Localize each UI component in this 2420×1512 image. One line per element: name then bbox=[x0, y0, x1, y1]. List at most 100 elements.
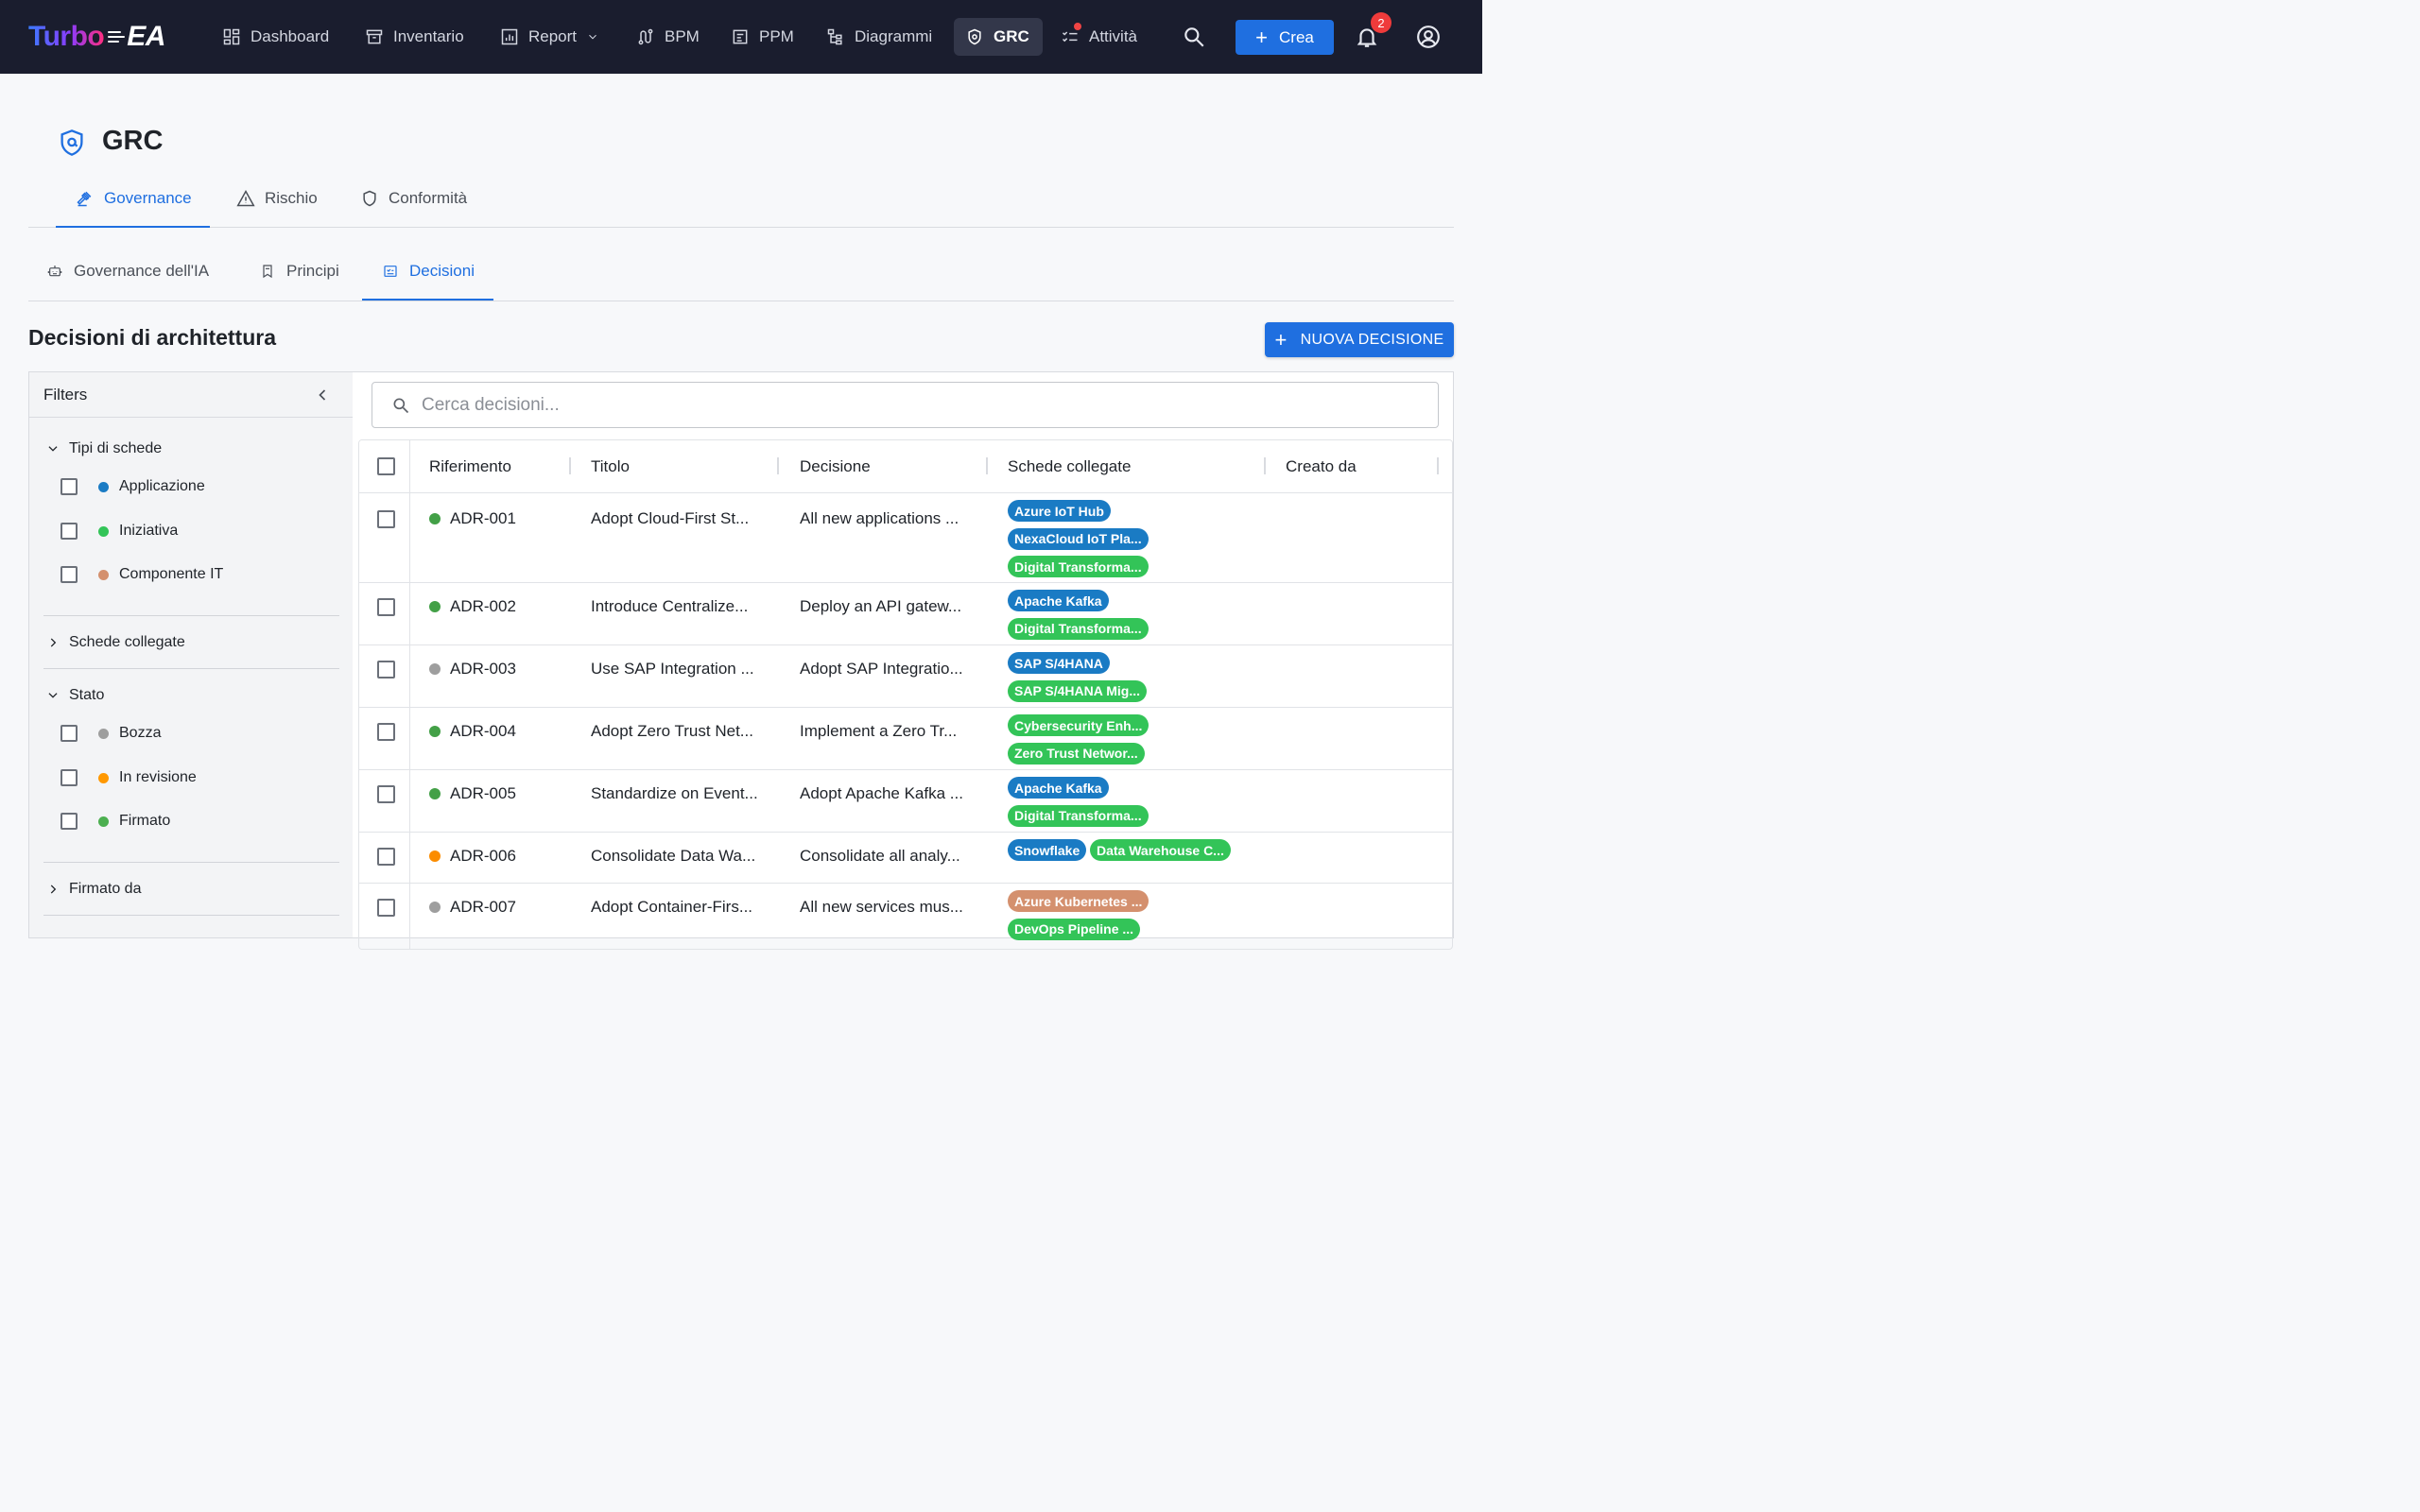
column-header-schede-collegate[interactable]: Schede collegate bbox=[1008, 457, 1132, 475]
linked-card-chip[interactable]: NexaCloud IoT Pla... bbox=[1008, 527, 1149, 550]
plus-icon: + bbox=[1274, 327, 1288, 352]
filter-componente-it[interactable]: Componente IT bbox=[60, 563, 223, 586]
subtab-governance-ia[interactable]: Governance dell'IA bbox=[47, 244, 209, 299]
table-row[interactable]: ADR-003 Use SAP Integration ... Adopt SAP … bbox=[359, 645, 1452, 708]
checkbox[interactable] bbox=[60, 813, 78, 830]
row-checkbox[interactable] bbox=[377, 723, 395, 741]
cell-decisione: All new applications ... bbox=[800, 509, 959, 527]
row-checkbox[interactable] bbox=[377, 661, 395, 679]
column-header-riferimento[interactable]: Riferimento bbox=[429, 457, 511, 475]
checkbox[interactable] bbox=[60, 478, 78, 495]
linked-card-chip[interactable]: Data Warehouse C... bbox=[1090, 839, 1231, 861]
linked-card-chip[interactable]: Snowflake bbox=[1008, 839, 1087, 861]
create-button[interactable]: + Crea bbox=[1236, 20, 1334, 55]
filter-group-firmato-da[interactable]: Firmato da bbox=[46, 878, 141, 901]
type-color-dot bbox=[98, 525, 109, 537]
search-decisions-input[interactable] bbox=[422, 394, 1367, 416]
linked-card-chip[interactable]: Zero Trust Networ... bbox=[1008, 742, 1145, 765]
column-resize-handle[interactable] bbox=[1437, 457, 1439, 474]
checkbox[interactable] bbox=[60, 523, 78, 540]
subtab-decisioni[interactable]: Decisioni bbox=[362, 244, 493, 301]
grc-main-tabs: Governance Rischio Conformità bbox=[28, 170, 1454, 228]
linked-card-chip[interactable]: Apache Kafka bbox=[1008, 590, 1109, 611]
column-resize-handle[interactable] bbox=[777, 457, 779, 474]
nav-dashboard[interactable]: Dashboard bbox=[211, 18, 340, 56]
nav-ppm[interactable]: PPM bbox=[719, 18, 805, 56]
row-checkbox[interactable] bbox=[377, 598, 395, 616]
cell-titolo: Consolidate Data Wa... bbox=[591, 847, 756, 865]
tab-conformita[interactable]: Conformità bbox=[360, 170, 467, 227]
tab-governance[interactable]: Governance bbox=[56, 170, 210, 228]
nav-ppm-label: PPM bbox=[759, 27, 794, 45]
checkbox[interactable] bbox=[60, 725, 78, 742]
linked-card-chip[interactable]: Digital Transforma... bbox=[1008, 617, 1149, 640]
turboea-logo[interactable]: Turbo EA bbox=[28, 19, 165, 55]
subtab-principi[interactable]: Principi bbox=[260, 244, 339, 299]
filter-group-tipi-di-schede[interactable]: Tipi di schede bbox=[46, 438, 162, 460]
linked-card-chip[interactable]: Digital Transforma... bbox=[1008, 804, 1149, 827]
nav-inventario[interactable]: Inventario bbox=[354, 18, 475, 56]
linked-card-chip[interactable]: Azure Kubernetes ... bbox=[1008, 890, 1150, 912]
column-header-creato-da[interactable]: Creato da bbox=[1286, 457, 1357, 475]
status-dot bbox=[429, 902, 441, 913]
cell-riferimento: ADR-007 bbox=[429, 898, 516, 917]
filter-bozza[interactable]: Bozza bbox=[60, 722, 161, 745]
filters-panel: Filters Tipi di schede Applicazione Iniz… bbox=[28, 371, 354, 938]
row-checkbox[interactable] bbox=[377, 899, 395, 917]
table-row[interactable]: ADR-005 Standardize on Event... Adopt Apac… bbox=[359, 770, 1452, 833]
filter-in-revisione[interactable]: In revisione bbox=[60, 766, 197, 789]
row-checkbox[interactable] bbox=[377, 510, 395, 528]
filter-iniziativa[interactable]: Iniziativa bbox=[60, 520, 178, 542]
select-all-checkbox[interactable] bbox=[377, 457, 395, 475]
nav-bpm[interactable]: BPM bbox=[625, 18, 711, 56]
checkbox[interactable] bbox=[60, 769, 78, 786]
nav-diagrammi[interactable]: Diagrammi bbox=[815, 18, 943, 56]
filter-group-stato[interactable]: Stato bbox=[46, 684, 104, 707]
nav-bpm-label: BPM bbox=[665, 27, 700, 45]
logo-speed-lines bbox=[108, 31, 126, 43]
linked-card-chip[interactable]: SAP S/4HANA Mig... bbox=[1008, 679, 1148, 702]
table-row[interactable]: ADR-006 Consolidate Data Wa... Consolidate… bbox=[359, 833, 1452, 884]
column-resize-handle[interactable] bbox=[1264, 457, 1266, 474]
linked-card-chip[interactable]: DevOps Pipeline ... bbox=[1008, 918, 1141, 940]
account-circle-icon bbox=[1417, 26, 1440, 48]
column-resize-handle[interactable] bbox=[569, 457, 571, 474]
filter-firmato[interactable]: Firmato bbox=[60, 810, 170, 833]
reference-text: ADR-003 bbox=[450, 660, 516, 678]
user-account-button[interactable] bbox=[1412, 21, 1444, 53]
filter-group-schede-collegate[interactable]: Schede collegate bbox=[46, 631, 185, 654]
tab-conformita-label: Conformità bbox=[389, 189, 468, 207]
filter-item-label: In revisione bbox=[119, 769, 197, 785]
new-decision-button[interactable]: + NUOVA DECISIONE bbox=[1265, 322, 1454, 357]
column-header-titolo[interactable]: Titolo bbox=[591, 457, 630, 475]
column-header-decisione[interactable]: Decisione bbox=[800, 457, 871, 475]
row-checkbox[interactable] bbox=[377, 785, 395, 803]
column-resize-handle[interactable] bbox=[986, 457, 988, 474]
tab-rischio[interactable]: Rischio bbox=[236, 170, 318, 227]
linked-card-chip[interactable]: Apache Kafka bbox=[1008, 777, 1109, 799]
cell-decisione: Adopt SAP Integratio... bbox=[800, 660, 963, 678]
table-row[interactable]: ADR-001 Adopt Cloud-First St... All new ap… bbox=[359, 493, 1452, 583]
table-row[interactable]: ADR-002 Introduce Centralize... Deploy an … bbox=[359, 583, 1452, 645]
checkbox[interactable] bbox=[60, 566, 78, 583]
nav-attivita[interactable]: Attività bbox=[1049, 18, 1149, 56]
cell-titolo: Adopt Cloud-First St... bbox=[591, 509, 750, 527]
nav-grc[interactable]: GRC bbox=[954, 18, 1043, 56]
table-row[interactable]: ADR-004 Adopt Zero Trust Net... Implement … bbox=[359, 708, 1452, 770]
cell-decisione: Consolidate all analy... bbox=[800, 847, 960, 865]
linked-card-chip[interactable]: Cybersecurity Enh... bbox=[1008, 714, 1150, 736]
cell-riferimento: ADR-005 bbox=[429, 784, 516, 803]
search-decisions-field[interactable] bbox=[372, 382, 1439, 428]
table-row[interactable]: ADR-007 Adopt Container-Firs... All new se… bbox=[359, 884, 1452, 949]
nav-report[interactable]: Report bbox=[489, 18, 611, 56]
linked-card-chip[interactable]: SAP S/4HANA bbox=[1008, 652, 1110, 674]
notifications-button[interactable] bbox=[1351, 21, 1383, 53]
nav-dashboard-label: Dashboard bbox=[251, 27, 330, 45]
cell-riferimento: ADR-006 bbox=[429, 847, 516, 866]
search-button[interactable] bbox=[1178, 21, 1210, 53]
filter-applicazione[interactable]: Applicazione bbox=[60, 475, 205, 498]
linked-card-chip[interactable]: Digital Transforma... bbox=[1008, 556, 1149, 577]
linked-card-chip[interactable]: Azure IoT Hub bbox=[1008, 500, 1111, 522]
row-checkbox[interactable] bbox=[377, 848, 395, 866]
collapse-filters-button[interactable] bbox=[313, 386, 332, 404]
